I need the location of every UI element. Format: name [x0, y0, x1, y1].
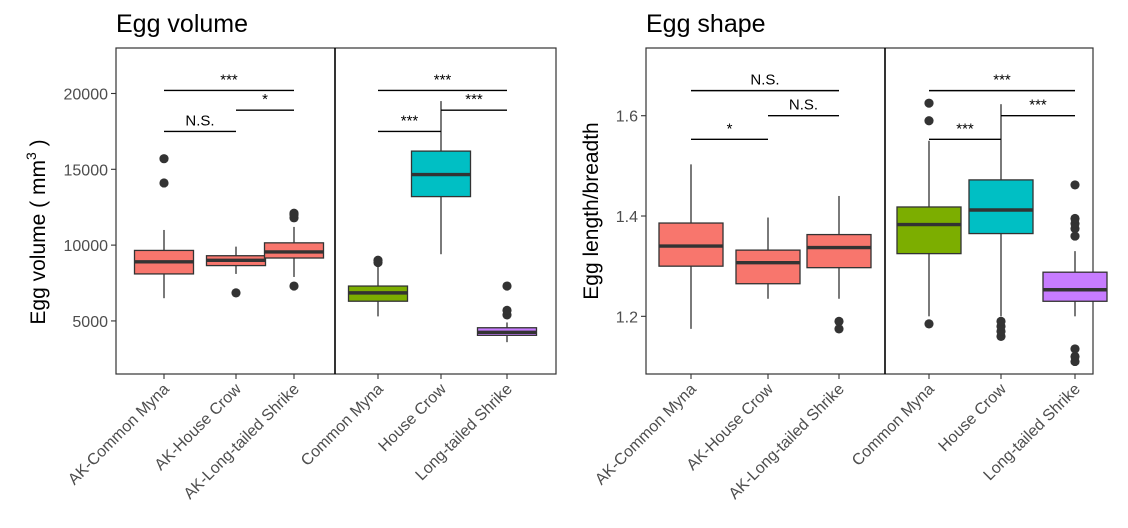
egg-volume-significance-bracket: ***: [441, 91, 507, 111]
outlier-point: [1070, 344, 1080, 354]
egg-volume-significance-bracket: ***: [378, 71, 507, 92]
outlier-point: [924, 319, 934, 329]
egg-shape-box-0: [658, 164, 724, 329]
egg-volume-y-axis-label-tail: ): [27, 139, 50, 152]
box-iqr: [1042, 271, 1108, 302]
egg-volume-box-0: [133, 154, 195, 299]
egg-volume-y-tick-label: 10000: [64, 238, 109, 255]
outlier-point: [924, 98, 934, 108]
box-iqr: [735, 249, 801, 285]
box-iqr: [896, 206, 962, 255]
outlier-point: [502, 305, 512, 315]
egg-volume-box-1: [205, 246, 267, 298]
egg-volume-y-tick-label: 15000: [64, 162, 109, 179]
significance-label: N.S.: [789, 97, 818, 114]
outlier-point: [1070, 231, 1080, 241]
egg-volume-box-4: [410, 101, 472, 255]
significance-label: ***: [956, 120, 974, 137]
egg-shape-box-3: [896, 98, 962, 329]
egg-volume-box-5: [476, 281, 538, 343]
egg-shape-box-4: [968, 104, 1034, 341]
box-iqr: [806, 233, 872, 269]
egg-volume-significance-bracket: N.S.: [164, 112, 236, 133]
egg-shape-significance-bracket: ***: [929, 72, 1075, 92]
egg-volume-title: Egg volume: [116, 10, 248, 38]
egg-volume-y-tick-label: 5000: [72, 314, 108, 331]
egg-shape-significance-bracket: *: [691, 120, 768, 140]
egg-shape-significance-bracket: N.S.: [691, 72, 839, 92]
egg-shape-significance-bracket: ***: [929, 120, 1001, 140]
outlier-point: [159, 178, 169, 188]
egg-shape-y-tick-label: 1.4: [616, 209, 638, 226]
egg-volume-significance-bracket: ***: [164, 71, 294, 92]
outlier-point: [1070, 213, 1080, 224]
outlier-point: [1070, 180, 1080, 190]
outlier-point: [1070, 351, 1080, 362]
outlier-point: [502, 281, 512, 291]
outlier-point: [834, 316, 844, 326]
outlier-point: [289, 208, 299, 218]
egg-volume-y-axis-label-superscript: 3: [23, 152, 39, 160]
egg-shape-box-1: [735, 217, 801, 299]
egg-shape-y-tick-label: 1.6: [616, 109, 638, 126]
egg-shape-box-5: [1042, 180, 1108, 367]
egg-volume-y-axis-label: Egg volume ( mm3 ): [23, 139, 50, 324]
significance-label: ***: [434, 71, 452, 88]
egg-shape-y-axis-label: Egg length/breadth: [580, 122, 603, 299]
egg-volume-y-axis-label-main: Egg volume ( mm: [27, 160, 50, 325]
egg-volume-box-3: [347, 255, 409, 317]
egg-volume-significance-bracket: *: [236, 91, 294, 111]
significance-label: N.S.: [750, 72, 779, 89]
outlier-point: [159, 154, 169, 164]
significance-label: *: [727, 120, 733, 137]
box-iqr: [968, 179, 1034, 235]
egg-shape-box-2: [806, 195, 872, 334]
egg-volume-box-2: [263, 208, 325, 291]
egg-shape-significance-bracket: ***: [1001, 97, 1075, 117]
outlier-point: [834, 324, 844, 334]
significance-label: ***: [465, 91, 483, 108]
significance-label: ***: [993, 72, 1011, 89]
significance-label: ***: [401, 112, 419, 129]
significance-label: N.S.: [185, 112, 214, 129]
egg-shape-y-tick-label: 1.2: [616, 309, 638, 326]
egg-volume-plot-frame: [115, 47, 557, 375]
significance-label: ***: [1029, 97, 1047, 114]
outlier-point: [924, 116, 934, 126]
outlier-point: [373, 255, 383, 265]
outlier-point: [231, 288, 241, 298]
outlier-point: [996, 316, 1006, 326]
egg-shape-significance-bracket: N.S.: [768, 97, 839, 117]
significance-label: *: [262, 91, 268, 108]
egg-shape-title: Egg shape: [646, 10, 766, 38]
outlier-point: [289, 281, 299, 291]
significance-label: ***: [220, 71, 238, 88]
egg-volume-y-tick-label: 20000: [64, 86, 109, 103]
egg-volume-significance-bracket: ***: [378, 112, 441, 133]
